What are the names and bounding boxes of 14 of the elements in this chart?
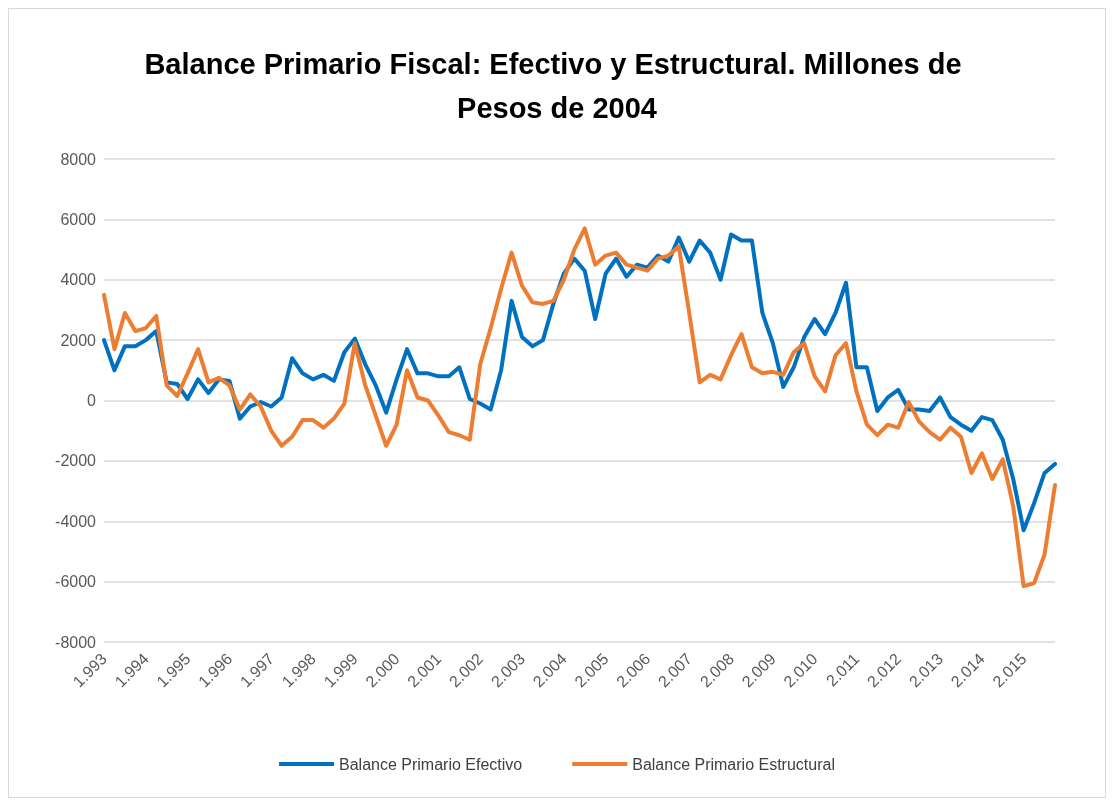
legend-label: Balance Primario Estructural: [632, 755, 835, 773]
y-tick-label: -6000: [55, 573, 97, 591]
y-tick-label: 4000: [60, 271, 97, 289]
y-tick-label: 6000: [60, 210, 97, 228]
y-tick-label: -2000: [55, 452, 97, 470]
line-series: [102, 232, 1057, 533]
chart-title: Balance Primario Fiscal: Efectivo y Estructural. Millones de Pesos de 2004: [144, 48, 970, 124]
y-tick-label: -4000: [55, 512, 97, 530]
y-tick-label: 8000: [60, 150, 97, 168]
line-series: [102, 226, 1057, 589]
legend-label: Balance Primario Efectivo: [339, 755, 523, 773]
y-tick-label: 2000: [60, 331, 97, 349]
y-tick-label: -8000: [55, 633, 97, 651]
y-tick-label: 0: [87, 392, 97, 409]
